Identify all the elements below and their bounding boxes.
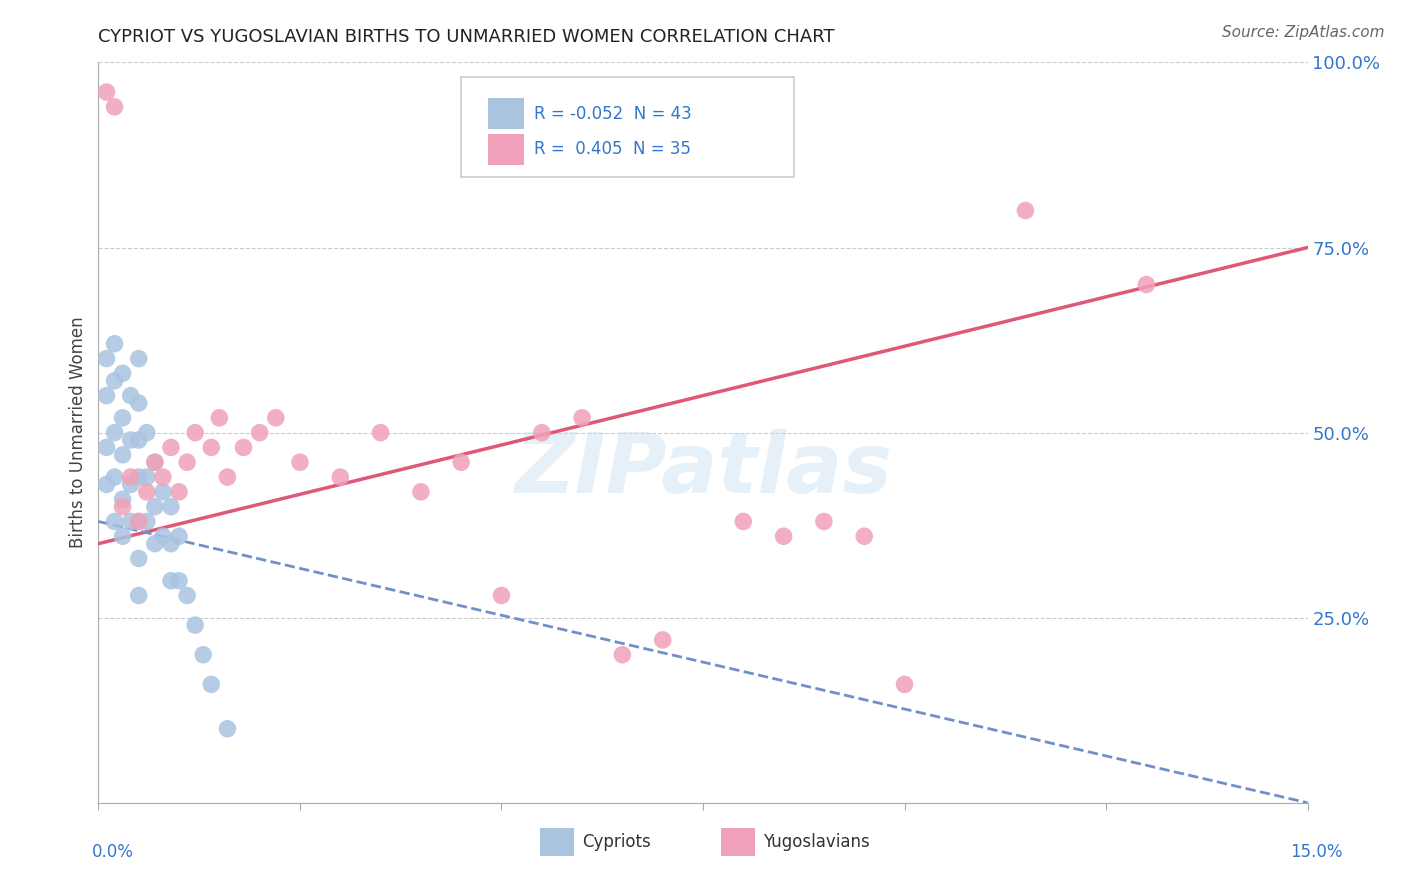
Point (813, 515, 835, 529)
Text: Yugoslavians: Yugoslavians (763, 833, 870, 851)
Point (208, 410, 231, 425)
Point (103, 515, 125, 529)
Point (120, 433, 142, 447)
Point (167, 574, 190, 588)
Point (135, 515, 157, 529)
Point (409, 484, 432, 499)
Text: Cypriots: Cypriots (582, 833, 651, 851)
Point (103, 425, 125, 440)
Point (120, 477, 142, 491)
Point (111, 367, 134, 381)
Point (160, 574, 183, 588)
Text: CYPRIOT VS YUGOSLAVIAN BIRTHS TO UNMARRIED WOMEN CORRELATION CHART: CYPRIOT VS YUGOSLAVIAN BIRTHS TO UNMARRI… (98, 28, 835, 45)
Point (143, 500, 166, 514)
FancyBboxPatch shape (540, 828, 574, 856)
Point (96, 477, 118, 491)
Point (135, 484, 157, 499)
Point (152, 529, 174, 543)
Point (176, 455, 198, 469)
Point (152, 484, 174, 499)
FancyBboxPatch shape (488, 98, 524, 129)
Point (128, 589, 150, 603)
Point (193, 648, 215, 662)
Point (96, 351, 118, 366)
Point (111, 410, 134, 425)
Text: Source: ZipAtlas.com: Source: ZipAtlas.com (1222, 25, 1385, 40)
Point (329, 470, 352, 484)
Point (200, 677, 222, 691)
Point (200, 441, 222, 455)
Point (120, 388, 142, 402)
Point (571, 410, 593, 425)
Text: 0.0%: 0.0% (91, 843, 134, 861)
Point (111, 448, 134, 462)
Point (128, 396, 150, 410)
Point (249, 425, 271, 440)
Point (184, 618, 207, 632)
Point (167, 529, 190, 543)
Point (111, 529, 134, 543)
Text: ZIPatlas: ZIPatlas (515, 429, 891, 510)
Point (152, 470, 174, 484)
Point (160, 536, 183, 550)
Point (264, 410, 287, 425)
Text: 15.0%: 15.0% (1291, 843, 1343, 861)
Point (96, 441, 118, 455)
Point (176, 589, 198, 603)
Point (103, 336, 125, 351)
Point (1014, 203, 1036, 218)
Point (120, 470, 142, 484)
Point (143, 455, 166, 469)
Point (893, 677, 915, 691)
FancyBboxPatch shape (721, 828, 755, 856)
Point (167, 484, 190, 499)
Point (232, 441, 254, 455)
Point (103, 470, 125, 484)
Point (160, 500, 183, 514)
Point (491, 589, 513, 603)
Point (772, 529, 794, 543)
Point (128, 433, 150, 447)
Point (128, 515, 150, 529)
Point (370, 425, 392, 440)
Point (111, 500, 134, 514)
Point (143, 455, 166, 469)
Point (143, 536, 166, 550)
Point (651, 632, 673, 647)
Text: R = -0.052  N = 43: R = -0.052 N = 43 (534, 104, 692, 122)
Point (111, 492, 134, 507)
FancyBboxPatch shape (461, 78, 793, 178)
Point (128, 470, 150, 484)
Point (96, 85, 118, 99)
Point (103, 374, 125, 388)
Y-axis label: Births to Unmarried Women: Births to Unmarried Women (69, 317, 87, 549)
Point (530, 425, 553, 440)
Point (288, 455, 311, 469)
Point (184, 425, 207, 440)
Point (135, 470, 157, 484)
Point (450, 455, 472, 469)
Point (128, 551, 150, 566)
Point (160, 441, 183, 455)
Point (135, 425, 157, 440)
Point (120, 515, 142, 529)
Point (733, 515, 755, 529)
Point (103, 100, 125, 114)
Point (128, 515, 150, 529)
Point (217, 722, 239, 736)
Text: R =  0.405  N = 35: R = 0.405 N = 35 (534, 140, 690, 158)
Point (853, 529, 876, 543)
Point (128, 351, 150, 366)
Point (217, 470, 239, 484)
Point (612, 648, 634, 662)
Point (96, 388, 118, 402)
Point (1135, 277, 1157, 292)
FancyBboxPatch shape (488, 134, 524, 165)
